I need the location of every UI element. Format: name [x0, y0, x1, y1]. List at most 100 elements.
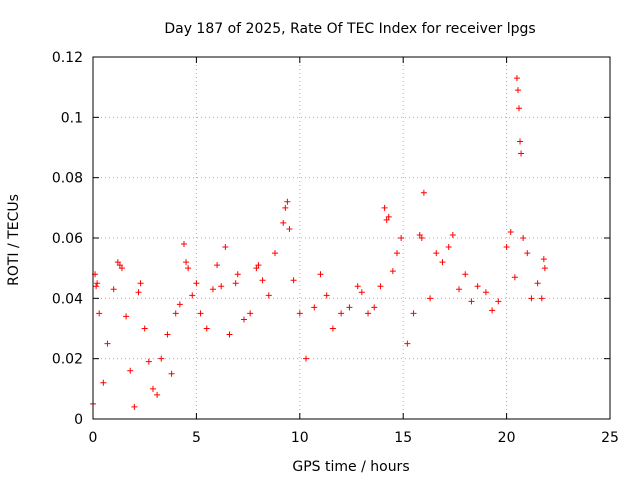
- data-points: [90, 75, 548, 410]
- data-point: [218, 283, 225, 290]
- data-point: [240, 316, 247, 323]
- y-tick-label: 0.08: [52, 171, 83, 187]
- y-tick-label: 0.1: [61, 110, 83, 126]
- x-tick-label: 10: [291, 430, 309, 446]
- data-point: [511, 274, 518, 281]
- data-point: [116, 262, 123, 269]
- data-point: [271, 250, 278, 257]
- data-point: [365, 310, 372, 317]
- data-point: [172, 310, 179, 317]
- data-point: [222, 244, 229, 251]
- data-point: [517, 138, 524, 145]
- data-point: [524, 250, 531, 257]
- data-point: [154, 391, 161, 398]
- x-axis-label: GPS time / hours: [292, 459, 409, 475]
- data-point: [383, 216, 390, 223]
- data-point: [189, 292, 196, 299]
- data-point: [141, 325, 148, 332]
- data-point: [462, 271, 469, 278]
- data-point: [329, 325, 336, 332]
- data-point: [145, 358, 152, 365]
- x-tick-label: 5: [192, 430, 201, 446]
- data-point: [94, 280, 101, 287]
- gridlines: [93, 57, 610, 419]
- data-point: [203, 325, 210, 332]
- data-point: [439, 259, 446, 266]
- data-point: [317, 271, 324, 278]
- data-point: [433, 250, 440, 257]
- data-point: [518, 150, 525, 157]
- data-point: [259, 277, 266, 284]
- data-point: [371, 304, 378, 311]
- y-axis-label: ROTI / TECUs: [6, 194, 22, 286]
- data-point: [185, 265, 192, 272]
- data-point: [338, 310, 345, 317]
- data-point: [427, 295, 434, 302]
- y-tick-label: 0.02: [52, 352, 83, 368]
- data-point: [193, 280, 200, 287]
- data-point: [127, 367, 134, 374]
- data-point: [420, 189, 427, 196]
- data-point: [513, 75, 520, 82]
- data-point: [358, 289, 365, 296]
- x-tick-label: 20: [498, 430, 516, 446]
- data-point: [265, 292, 272, 299]
- plot-frame: [92, 56, 611, 420]
- data-point: [93, 283, 100, 290]
- data-point: [280, 219, 287, 226]
- data-point: [176, 301, 183, 308]
- axis-ticks: 0 5 10 15 20 25 0 0.02 0.04 0.06 0.08 0.1 0.12: [52, 50, 619, 446]
- data-point: [135, 289, 142, 296]
- data-point: [158, 355, 165, 362]
- data-point: [495, 298, 502, 305]
- data-point: [197, 310, 204, 317]
- data-point: [482, 289, 489, 296]
- data-point: [354, 283, 361, 290]
- data-point: [385, 213, 392, 220]
- data-point: [514, 87, 521, 94]
- data-point: [164, 331, 171, 338]
- data-point: [168, 370, 175, 377]
- y-tick-label: 0: [74, 412, 83, 428]
- data-point: [209, 286, 216, 293]
- data-point: [247, 310, 254, 317]
- data-point: [286, 225, 293, 232]
- data-point: [104, 340, 111, 347]
- data-point: [123, 313, 130, 320]
- data-point: [346, 304, 353, 311]
- data-point: [100, 379, 107, 386]
- data-point: [118, 265, 125, 272]
- data-point: [114, 259, 121, 266]
- data-point: [149, 385, 156, 392]
- data-point: [468, 298, 475, 305]
- y-tick-label: 0.06: [52, 231, 83, 247]
- data-point: [393, 250, 400, 257]
- data-point: [520, 235, 527, 241]
- data-point: [456, 286, 463, 293]
- data-point: [226, 331, 233, 338]
- chart-title: Day 187 of 2025, Rate Of TEC Index for r…: [164, 21, 535, 37]
- data-point: [503, 244, 510, 251]
- data-point: [489, 307, 496, 314]
- data-point: [398, 235, 405, 241]
- data-point: [255, 262, 262, 269]
- data-point: [445, 244, 452, 251]
- x-tick-label: 25: [601, 430, 619, 446]
- data-point: [381, 204, 388, 211]
- x-tick-label: 0: [89, 430, 98, 446]
- data-point: [232, 280, 239, 287]
- data-point: [416, 231, 423, 238]
- data-point: [449, 231, 456, 238]
- data-point: [180, 241, 187, 248]
- data-point: [284, 198, 291, 205]
- data-point: [131, 403, 138, 410]
- data-point: [377, 283, 384, 290]
- data-point: [296, 310, 303, 317]
- y-tick-label: 0.12: [52, 50, 83, 66]
- x-tick-label: 15: [394, 430, 412, 446]
- data-point: [96, 310, 103, 317]
- data-point: [253, 265, 260, 272]
- data-point: [540, 256, 547, 263]
- y-tick-label: 0.04: [52, 291, 83, 307]
